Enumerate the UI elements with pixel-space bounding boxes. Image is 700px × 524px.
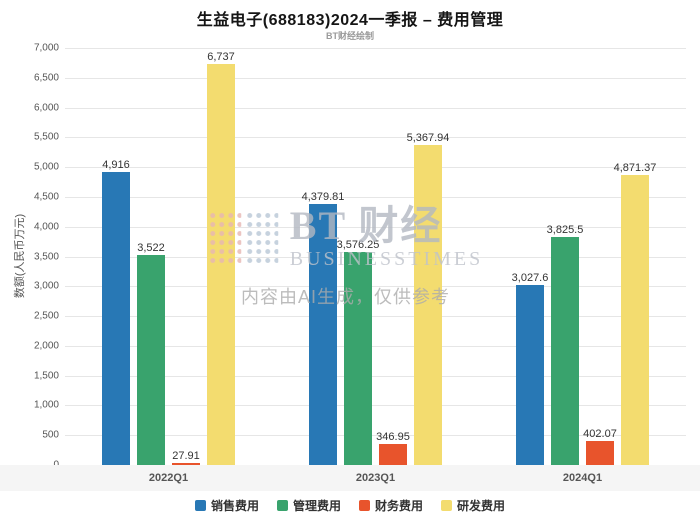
y-tick-label: 2,000 xyxy=(33,340,59,352)
bar-group-2022Q1: 4,916 3,522 27.91 6,737 xyxy=(65,48,272,465)
gridline xyxy=(65,48,686,49)
bar-wrap: 4,916 xyxy=(102,159,130,465)
bar-wrap: 346.95 xyxy=(376,431,410,465)
bar-销售费用[interactable] xyxy=(102,172,130,465)
legend-label: 财务费用 xyxy=(375,499,424,513)
y-tick-label: 5,500 xyxy=(33,131,59,143)
legend-label: 管理费用 xyxy=(292,499,341,513)
gridline xyxy=(65,316,686,318)
bar-group-2023Q1: 4,379.81 3,576.25 346.95 5,367.94 xyxy=(272,48,479,465)
legend-label: 销售费用 xyxy=(210,499,259,513)
bar-wrap: 3,825.5 xyxy=(547,224,583,465)
gridline xyxy=(65,435,686,437)
bar-value-label: 3,027.6 xyxy=(511,271,549,284)
bar-value-label: 3,576.25 xyxy=(336,238,380,251)
bar-财务费用[interactable] xyxy=(586,441,614,465)
bar-管理费用[interactable] xyxy=(551,237,579,465)
gridline xyxy=(65,107,686,109)
chart-title: 生益电子(688183)2024一季报 – 费用管理 xyxy=(196,12,504,29)
bar-财务费用[interactable] xyxy=(379,444,407,465)
legend-item-销售费用[interactable]: 销售费用 xyxy=(194,497,259,514)
legend-item-管理费用[interactable]: 管理费用 xyxy=(276,497,341,514)
bar-value-label: 402.07 xyxy=(583,428,617,441)
gridline xyxy=(65,345,686,347)
bar-value-label: 4,379.81 xyxy=(301,191,345,204)
y-tick-label: 3,000 xyxy=(33,280,59,292)
bar-value-label: 27.91 xyxy=(172,450,200,463)
bar-value-label: 4,871.37 xyxy=(613,161,657,174)
bar-研发费用[interactable] xyxy=(207,63,235,465)
bar-value-label: 6,737 xyxy=(207,50,235,63)
bar-销售费用[interactable] xyxy=(516,284,544,465)
legend-swatch xyxy=(194,500,206,511)
bar-value-label: 5,367.94 xyxy=(406,132,450,145)
gridline xyxy=(65,405,686,407)
gridline xyxy=(65,77,686,79)
y-tick-label: 6,500 xyxy=(33,72,59,84)
gridline xyxy=(65,226,686,228)
gridline xyxy=(65,256,686,258)
y-tick-label: 1,500 xyxy=(33,370,59,382)
bar-wrap: 5,367.94 xyxy=(407,132,449,465)
y-tick-label: 4,000 xyxy=(33,221,59,233)
bar-group-2024Q1: 3,027.6 3,825.5 402.07 4,871.37 xyxy=(479,48,686,465)
legend-label: 研发费用 xyxy=(457,499,506,513)
bar-研发费用[interactable] xyxy=(414,145,442,465)
y-tick-label: 1,000 xyxy=(33,399,59,411)
legend-item-财务费用[interactable]: 财务费用 xyxy=(359,497,423,514)
y-tick-label: 5,000 xyxy=(33,161,59,173)
bar-管理费用[interactable] xyxy=(137,255,165,465)
gridline xyxy=(65,286,686,288)
bar-value-label: 3,522 xyxy=(137,242,165,255)
x-tick-label: 2024Q1 xyxy=(562,472,603,484)
bar-value-label: 3,825.5 xyxy=(546,224,584,237)
gridline xyxy=(65,196,686,198)
bar-销售费用[interactable] xyxy=(309,204,337,465)
legend-swatch xyxy=(359,500,370,511)
bar-wrap: 3,027.6 xyxy=(512,272,548,465)
bar-wrap: 4,379.81 xyxy=(302,191,344,465)
gridline xyxy=(65,167,686,169)
legend-swatch xyxy=(441,500,453,511)
gridline xyxy=(65,375,686,377)
y-tick-label: 500 xyxy=(42,429,59,441)
legend: 销售费用 管理费用 财务费用 研发费用 xyxy=(0,497,700,514)
plot-area: 4,916 3,522 27.91 6,737 4,379.81 3,576.25 346.… xyxy=(65,48,686,466)
x-axis: 2022Q1 2023Q1 2024Q1 xyxy=(0,465,700,491)
y-tick-label: 3,500 xyxy=(33,251,59,262)
bar-wrap: 27.91 xyxy=(172,450,200,465)
bar-wrap: 6,737 xyxy=(207,51,235,465)
bar-研发费用[interactable] xyxy=(621,174,649,465)
bar-wrap: 4,871.37 xyxy=(614,162,656,465)
legend-item-研发费用[interactable]: 研发费用 xyxy=(441,497,505,514)
y-axis-ticks: 05001,0001,5002,0002,5003,0003,5004,0004… xyxy=(0,43,59,471)
y-tick-label: 2,500 xyxy=(33,310,59,322)
x-tick-label: 2023Q1 xyxy=(355,472,396,484)
gridline xyxy=(65,137,686,139)
legend-swatch xyxy=(276,500,288,511)
y-tick-label: 4,500 xyxy=(33,191,59,203)
bar-wrap: 3,522 xyxy=(137,242,165,465)
bar-wrap: 402.07 xyxy=(583,428,617,465)
bar-value-label: 346.95 xyxy=(376,431,410,444)
bar-value-label: 4,916 xyxy=(102,159,130,172)
chart-body: 数额(人民币万元) 05001,0001,5002,0002,5003,0003… xyxy=(0,43,700,471)
bar-财务费用[interactable] xyxy=(172,463,200,465)
x-axis-labels: 2022Q1 2023Q1 2024Q1 xyxy=(65,465,686,491)
bar-管理费用[interactable] xyxy=(344,251,372,465)
x-tick-label: 2022Q1 xyxy=(148,472,189,484)
y-tick-label: 7,000 xyxy=(33,42,59,54)
bar-groups: 4,916 3,522 27.91 6,737 4,379.81 3,576.25 346.… xyxy=(65,48,686,465)
bar-wrap: 3,576.25 xyxy=(337,239,379,465)
chart-subtitle: BT财经绘制 xyxy=(326,31,374,41)
y-tick-label: 6,000 xyxy=(33,102,59,114)
